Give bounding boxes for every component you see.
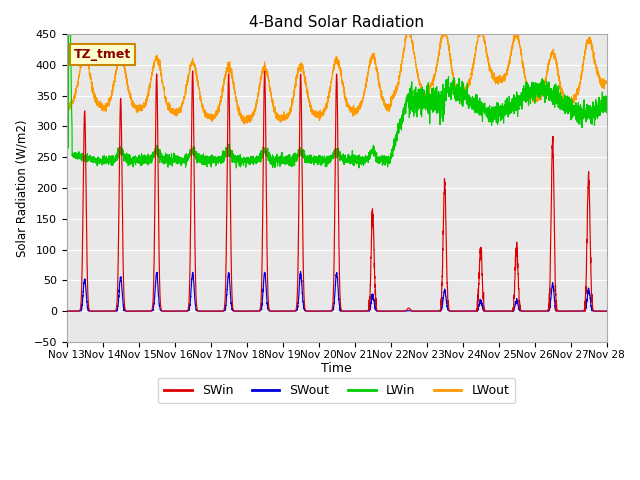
SWin: [428, 308, 436, 314]
LWout: [602, 80, 610, 85]
SWin: [458, 308, 465, 314]
Y-axis label: Solar Radiation (W/m2): Solar Radiation (W/m2): [15, 119, 28, 257]
LWin: [428, 103, 436, 108]
LWout: [160, 86, 168, 92]
LWout: [317, 107, 324, 113]
Line: LWin: LWin: [67, 0, 607, 168]
SWout: [297, 269, 305, 275]
SWout: [428, 308, 436, 314]
SWout: [602, 308, 610, 314]
LWin: [63, 145, 70, 151]
Legend: SWin, SWout, LWin, LWout: SWin, SWout, LWin, LWout: [158, 378, 515, 404]
SWin: [160, 308, 168, 314]
LWin: [603, 94, 611, 100]
SWout: [488, 308, 496, 314]
Line: SWout: SWout: [67, 272, 607, 311]
LWout: [428, 82, 436, 87]
Line: SWin: SWin: [67, 71, 607, 311]
LWin: [602, 101, 610, 107]
SWin: [189, 68, 196, 74]
SWin: [602, 308, 610, 314]
SWin: [317, 308, 324, 314]
SWin: [603, 308, 611, 314]
LWout: [63, 101, 70, 107]
SWin: [63, 308, 70, 314]
LWout: [458, 93, 465, 99]
LWout: [241, 121, 248, 127]
LWin: [160, 161, 168, 167]
SWin: [488, 308, 496, 314]
Title: 4-Band Solar Radiation: 4-Band Solar Radiation: [249, 15, 424, 30]
LWout: [603, 79, 611, 85]
X-axis label: Time: Time: [321, 362, 352, 375]
LWout: [488, 71, 496, 76]
LWin: [488, 106, 496, 112]
SWout: [458, 308, 465, 314]
SWout: [317, 308, 324, 314]
LWin: [317, 155, 324, 160]
LWout: [442, 25, 449, 31]
Line: LWout: LWout: [67, 28, 607, 124]
SWout: [160, 308, 168, 314]
LWin: [458, 89, 465, 95]
LWin: [232, 165, 240, 171]
SWout: [63, 308, 70, 314]
Text: TZ_tmet: TZ_tmet: [74, 48, 131, 61]
SWout: [603, 308, 611, 314]
